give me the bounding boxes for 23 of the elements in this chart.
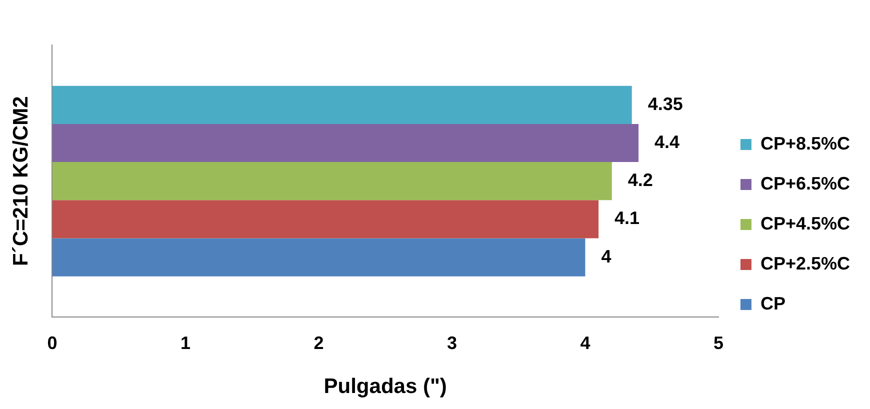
legend-label: CP+2.5%C xyxy=(760,253,850,274)
bar xyxy=(52,124,639,162)
bar xyxy=(52,86,632,124)
bar xyxy=(52,200,599,238)
legend-label: CP xyxy=(760,293,786,314)
bar xyxy=(52,238,586,276)
x-tick-label: 4 xyxy=(580,332,590,353)
x-tick-label: 1 xyxy=(180,332,190,353)
data-label: 4 xyxy=(601,246,612,266)
legend-label: CP+4.5%C xyxy=(760,213,850,234)
legend-label: CP+8.5%C xyxy=(760,133,850,154)
data-label: 4.2 xyxy=(628,170,653,190)
x-tick-label: 0 xyxy=(47,332,58,353)
x-tick-label: 5 xyxy=(713,332,724,353)
y-axis-title: F´C=210 KG/CM2 xyxy=(9,96,32,266)
legend-label: CP+6.5%C xyxy=(760,173,850,194)
data-label: 4.4 xyxy=(654,132,680,152)
x-tick-label: 3 xyxy=(446,332,457,353)
data-label: 4.35 xyxy=(648,94,683,114)
x-tick-label: 2 xyxy=(314,332,324,353)
x-axis-title: Pulgadas (") xyxy=(324,375,447,398)
data-label: 4.1 xyxy=(614,208,640,228)
bar xyxy=(52,162,612,200)
